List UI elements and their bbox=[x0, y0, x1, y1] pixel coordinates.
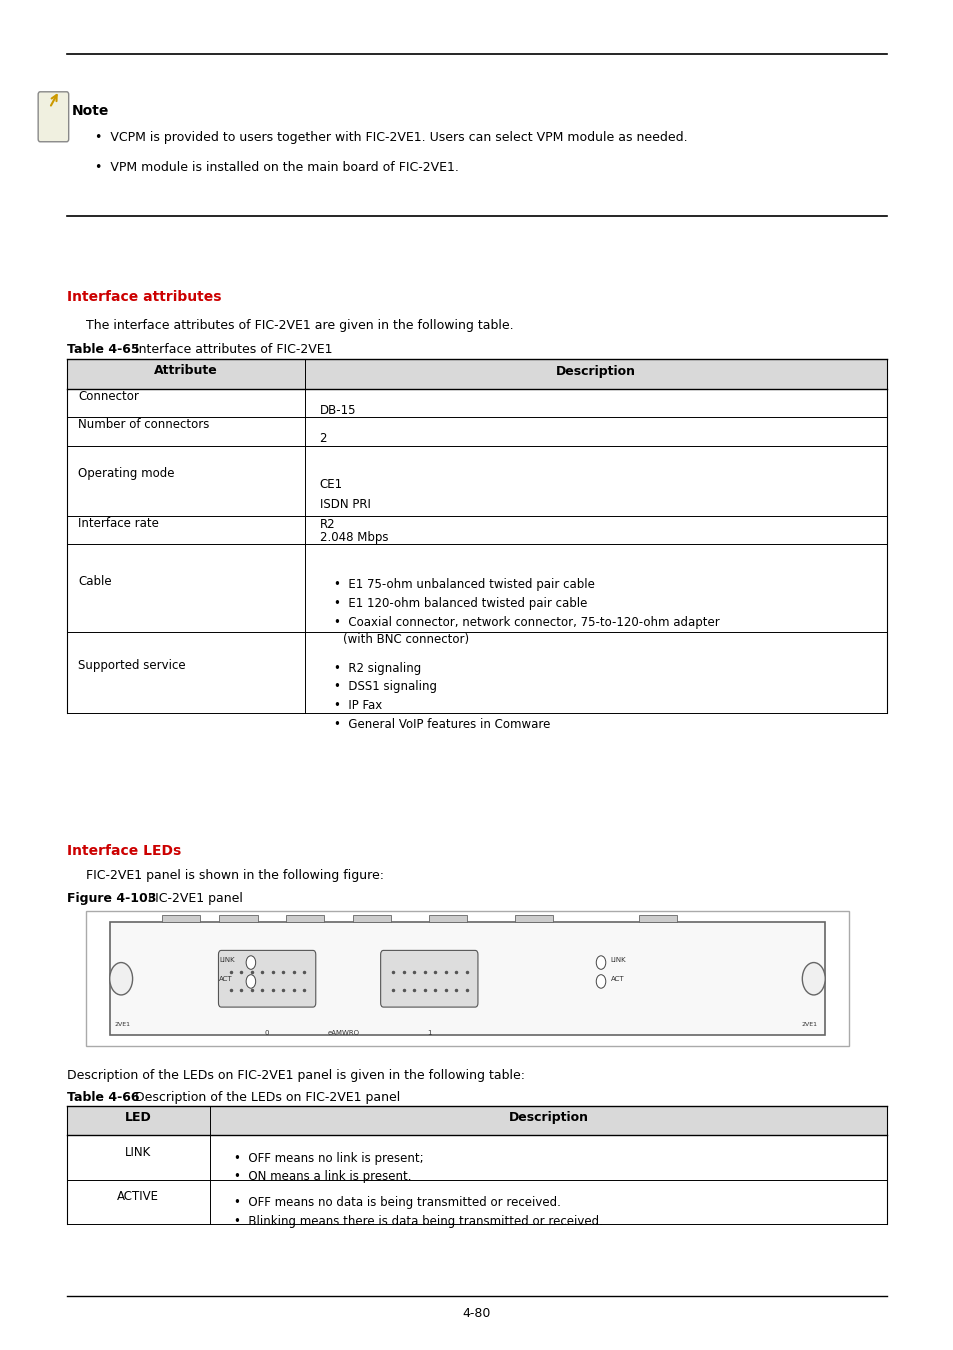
Bar bbox=[639, 915, 677, 922]
Bar bbox=[219, 915, 257, 922]
Text: R2: R2 bbox=[319, 518, 335, 532]
Text: FIC-2VE1 panel: FIC-2VE1 panel bbox=[148, 892, 242, 906]
Text: Supported service: Supported service bbox=[78, 659, 186, 672]
Text: Interface LEDs: Interface LEDs bbox=[67, 844, 181, 857]
Circle shape bbox=[596, 956, 605, 969]
Text: Description of the LEDs on FIC-2VE1 panel: Description of the LEDs on FIC-2VE1 pane… bbox=[135, 1091, 400, 1104]
Bar bbox=[110, 922, 824, 1035]
Text: Interface rate: Interface rate bbox=[78, 517, 159, 529]
Text: 2VE1: 2VE1 bbox=[801, 1022, 817, 1027]
Bar bbox=[67, 632, 886, 713]
Text: Number of connectors: Number of connectors bbox=[78, 418, 210, 431]
Text: Operating mode: Operating mode bbox=[78, 467, 174, 481]
Text: Note: Note bbox=[71, 104, 109, 117]
Bar bbox=[67, 446, 886, 516]
Text: •  E1 120-ohm balanced twisted pair cable: • E1 120-ohm balanced twisted pair cable bbox=[334, 597, 587, 610]
Bar bbox=[67, 1106, 886, 1135]
Text: •  VPM module is installed on the main board of FIC-2VE1.: • VPM module is installed on the main bo… bbox=[95, 161, 458, 174]
Text: LINK: LINK bbox=[125, 1146, 152, 1158]
Text: ACT: ACT bbox=[219, 976, 233, 981]
Text: CE1: CE1 bbox=[319, 478, 342, 491]
FancyBboxPatch shape bbox=[38, 92, 69, 142]
Text: ACTIVE: ACTIVE bbox=[117, 1191, 159, 1203]
Text: 2VE1: 2VE1 bbox=[114, 1022, 131, 1027]
Text: eAMWRO: eAMWRO bbox=[327, 1030, 359, 1035]
Text: •  OFF means no link is present;: • OFF means no link is present; bbox=[233, 1152, 423, 1165]
Bar bbox=[67, 389, 886, 417]
Text: 0: 0 bbox=[265, 1030, 269, 1035]
Text: ACT: ACT bbox=[610, 976, 623, 981]
Text: Connector: Connector bbox=[78, 390, 139, 402]
Text: Description: Description bbox=[556, 364, 636, 378]
Text: •  General VoIP features in Comware: • General VoIP features in Comware bbox=[334, 718, 550, 732]
Text: Description of the LEDs on FIC-2VE1 panel is given in the following table:: Description of the LEDs on FIC-2VE1 pane… bbox=[67, 1069, 524, 1083]
Bar bbox=[67, 417, 886, 446]
Bar bbox=[67, 1180, 886, 1224]
Text: •  Blinking means there is data being transmitted or received.: • Blinking means there is data being tra… bbox=[233, 1215, 602, 1228]
Bar bbox=[515, 915, 553, 922]
Text: ISDN PRI: ISDN PRI bbox=[319, 498, 370, 512]
Text: Interface attributes: Interface attributes bbox=[67, 290, 221, 304]
FancyBboxPatch shape bbox=[380, 950, 477, 1007]
Text: DB-15: DB-15 bbox=[319, 404, 355, 417]
Text: Description: Description bbox=[508, 1111, 588, 1125]
Text: Table 4-65: Table 4-65 bbox=[67, 343, 144, 356]
Text: Figure 4-103: Figure 4-103 bbox=[67, 892, 160, 906]
Text: Interface attributes of FIC-2VE1: Interface attributes of FIC-2VE1 bbox=[135, 343, 333, 356]
Bar bbox=[286, 915, 324, 922]
Text: •  ON means a link is present.: • ON means a link is present. bbox=[233, 1170, 411, 1184]
Text: •  VCPM is provided to users together with FIC-2VE1. Users can select VPM module: • VCPM is provided to users together wit… bbox=[95, 131, 687, 144]
Bar bbox=[67, 516, 886, 544]
Text: 2: 2 bbox=[319, 432, 327, 446]
Text: •  R2 signaling: • R2 signaling bbox=[334, 662, 420, 675]
Text: Cable: Cable bbox=[78, 575, 112, 587]
Bar bbox=[86, 911, 848, 1046]
Text: •  IP Fax: • IP Fax bbox=[334, 699, 382, 713]
Text: •  Coaxial connector, network connector, 75-to-120-ohm adapter: • Coaxial connector, network connector, … bbox=[334, 616, 719, 629]
Circle shape bbox=[246, 956, 255, 969]
Text: 4-80: 4-80 bbox=[462, 1307, 491, 1320]
Circle shape bbox=[110, 963, 132, 995]
Bar bbox=[67, 544, 886, 632]
Circle shape bbox=[596, 975, 605, 988]
FancyBboxPatch shape bbox=[218, 950, 315, 1007]
Text: Table 4-66: Table 4-66 bbox=[67, 1091, 144, 1104]
Circle shape bbox=[246, 975, 255, 988]
Bar bbox=[162, 915, 200, 922]
Text: •  OFF means no data is being transmitted or received.: • OFF means no data is being transmitted… bbox=[233, 1196, 560, 1210]
Bar bbox=[67, 359, 886, 389]
Text: 1: 1 bbox=[427, 1030, 431, 1035]
Text: LINK: LINK bbox=[610, 957, 625, 963]
Bar bbox=[67, 1135, 886, 1180]
Text: (with BNC connector): (with BNC connector) bbox=[343, 633, 469, 647]
Bar bbox=[429, 915, 467, 922]
Text: LED: LED bbox=[125, 1111, 152, 1125]
Text: •  E1 75-ohm unbalanced twisted pair cable: • E1 75-ohm unbalanced twisted pair cabl… bbox=[334, 578, 594, 591]
Text: The interface attributes of FIC-2VE1 are given in the following table.: The interface attributes of FIC-2VE1 are… bbox=[86, 319, 513, 332]
Circle shape bbox=[801, 963, 824, 995]
Text: LINK: LINK bbox=[219, 957, 234, 963]
Text: 2.048 Mbps: 2.048 Mbps bbox=[319, 531, 388, 544]
Text: Attribute: Attribute bbox=[154, 364, 217, 378]
Text: •  DSS1 signaling: • DSS1 signaling bbox=[334, 680, 436, 694]
Bar bbox=[353, 915, 391, 922]
Text: FIC-2VE1 panel is shown in the following figure:: FIC-2VE1 panel is shown in the following… bbox=[86, 869, 383, 883]
